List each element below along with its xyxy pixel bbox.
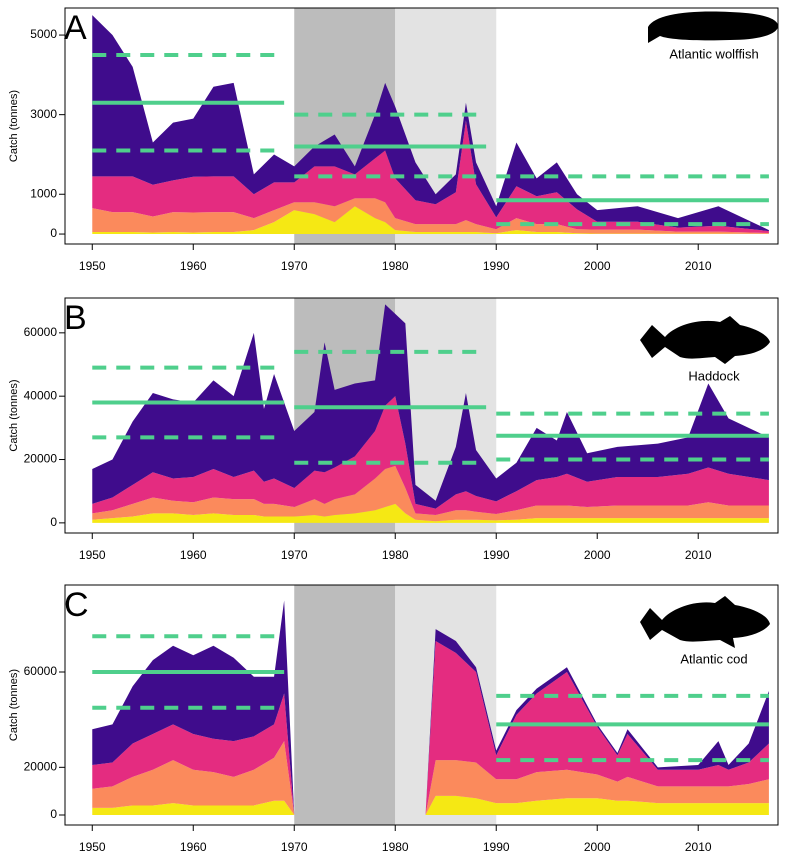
y-tick-label: 40000: [24, 388, 58, 402]
haddock-silhouette: [640, 316, 770, 364]
x-tick-label: 2010: [685, 840, 712, 854]
x-tick-label: 2000: [584, 840, 611, 854]
panel-label: C: [64, 586, 89, 624]
y-axis-label: Catch (tonnes): [8, 90, 20, 162]
x-tick-label: 1950: [79, 840, 106, 854]
x-tick-label: 1990: [483, 548, 510, 562]
plot-area: [92, 8, 769, 244]
panel-label: A: [64, 9, 87, 47]
panel-label: B: [64, 299, 87, 337]
y-tick-label: 3000: [30, 107, 57, 121]
x-tick-label: 1980: [382, 259, 409, 273]
y-tick-label: 1000: [30, 186, 57, 200]
x-tick-label: 2000: [584, 259, 611, 273]
y-tick-label: 20000: [24, 452, 58, 466]
y-tick-label: 5000: [30, 27, 57, 41]
x-tick-label: 1970: [281, 840, 308, 854]
x-tick-label: 1990: [483, 259, 510, 273]
x-tick-label: 1990: [483, 840, 510, 854]
y-axis-label: Catch (tonnes): [8, 669, 20, 741]
panel: 1950 1960 1970 1980 1990 2000 2010 0 1000 3000 500…: [8, 8, 778, 273]
y-tick-label: 60000: [24, 664, 58, 678]
x-tick-label: 2010: [685, 548, 712, 562]
y-tick-label: 60000: [24, 325, 58, 339]
x-tick-label: 1950: [79, 259, 106, 273]
species-name: Atlantic wolffish: [669, 46, 758, 61]
x-tick-label: 1950: [79, 548, 106, 562]
x-tick-label: 1970: [281, 259, 308, 273]
x-tick-label: 2000: [584, 548, 611, 562]
y-tick-label: 0: [50, 515, 57, 529]
y-tick-label: 20000: [24, 759, 58, 773]
chart: 1950 1960 1970 1980 1990 2000 2010 0 1000 3000 500…: [0, 0, 788, 858]
x-tick-label: 1980: [382, 840, 409, 854]
cod-silhouette: [640, 596, 770, 648]
species-name: Haddock: [688, 368, 740, 383]
x-tick-label: 1980: [382, 548, 409, 562]
x-tick-label: 1960: [180, 259, 207, 273]
y-axis-label: Catch (tonnes): [8, 379, 20, 451]
x-tick-label: 1970: [281, 548, 308, 562]
plot-area: [92, 298, 769, 533]
species-name: Atlantic cod: [680, 651, 747, 666]
x-tick-label: 1960: [180, 548, 207, 562]
x-tick-label: 1960: [180, 840, 207, 854]
wolffish-silhouette: [648, 12, 778, 43]
period-shading: [294, 585, 395, 825]
y-tick-label: 0: [50, 807, 57, 821]
x-tick-label: 2010: [685, 259, 712, 273]
y-tick-label: 0: [50, 226, 57, 240]
